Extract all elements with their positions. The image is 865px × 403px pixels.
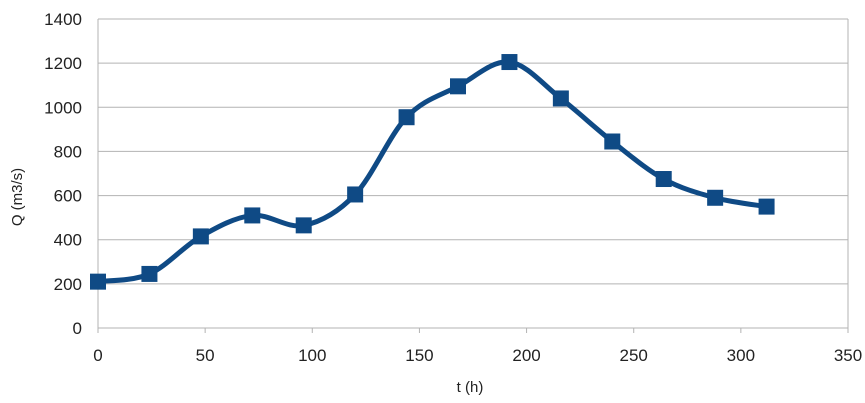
data-point-marker: [244, 207, 261, 224]
data-point-marker: [707, 189, 724, 206]
data-point-marker: [450, 78, 466, 95]
y-tick-label: 0: [73, 319, 82, 338]
x-tick-label: 250: [620, 346, 648, 365]
series-group: [90, 54, 775, 290]
y-tick-label: 400: [54, 231, 82, 250]
data-point-marker: [758, 198, 775, 215]
x-tick-labels: 0 50 100 150 200 250 300 350: [93, 346, 862, 365]
data-point-marker: [398, 109, 415, 126]
data-point-marker: [141, 265, 158, 282]
x-tick-label: 100: [298, 346, 326, 365]
data-point-marker: [604, 133, 621, 150]
x-tick-label: 0: [93, 346, 102, 365]
x-tick-label: 200: [512, 346, 540, 365]
y-tick-label: 1000: [44, 98, 82, 117]
data-point-marker: [347, 186, 364, 203]
y-tick-label: 800: [54, 142, 82, 161]
data-point-marker: [192, 228, 209, 245]
x-axis-title: t (h): [457, 379, 484, 396]
data-point-marker: [501, 54, 518, 71]
y-tick-label: 600: [54, 187, 82, 206]
x-tick-label: 50: [196, 346, 215, 365]
axes: [97, 19, 849, 333]
y-tick-label: 1200: [44, 54, 82, 73]
y-tick-label: 1400: [44, 10, 82, 29]
gridlines: [98, 18, 848, 285]
y-tick-labels: 0 200 400 600 800 1000 1200 1400: [44, 10, 82, 338]
x-tick-label: 150: [405, 346, 433, 365]
data-point-marker: [295, 217, 312, 234]
y-axis-title: Q (m3/s): [9, 168, 26, 226]
x-tick-label: 350: [834, 346, 862, 365]
data-point-marker: [90, 273, 106, 290]
data-point-marker: [655, 171, 672, 188]
x-tick-label: 300: [727, 346, 755, 365]
y-tick-label: 200: [54, 275, 82, 294]
data-point-marker: [552, 90, 569, 107]
